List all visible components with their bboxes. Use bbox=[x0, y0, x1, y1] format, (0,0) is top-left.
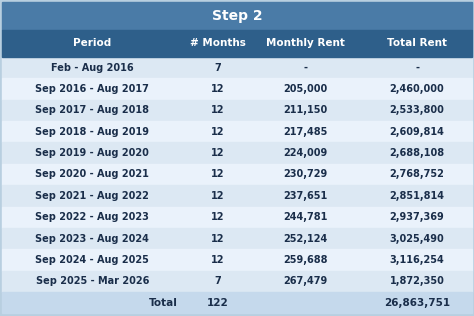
Bar bbox=[2, 121, 472, 143]
Text: Monthly Rent: Monthly Rent bbox=[266, 39, 345, 48]
Text: Sep 2021 - Aug 2022: Sep 2021 - Aug 2022 bbox=[36, 191, 149, 201]
Text: 122: 122 bbox=[207, 298, 229, 308]
Bar bbox=[2, 185, 472, 207]
Text: -: - bbox=[415, 63, 419, 73]
Text: Sep 2022 - Aug 2023: Sep 2022 - Aug 2023 bbox=[36, 212, 149, 222]
Text: 3,116,254: 3,116,254 bbox=[390, 255, 445, 265]
Text: 7: 7 bbox=[215, 276, 221, 286]
Text: Step 2: Step 2 bbox=[212, 9, 262, 23]
Text: 217,485: 217,485 bbox=[283, 127, 328, 137]
Text: Sep 2025 - Mar 2026: Sep 2025 - Mar 2026 bbox=[36, 276, 149, 286]
Text: 12: 12 bbox=[211, 234, 225, 244]
Text: Sep 2024 - Aug 2025: Sep 2024 - Aug 2025 bbox=[36, 255, 149, 265]
Bar bbox=[2, 271, 472, 292]
Text: 237,651: 237,651 bbox=[283, 191, 328, 201]
Text: 7: 7 bbox=[215, 63, 221, 73]
Text: 224,009: 224,009 bbox=[283, 148, 328, 158]
Text: 252,124: 252,124 bbox=[283, 234, 328, 244]
Text: 26,863,751: 26,863,751 bbox=[384, 298, 450, 308]
Text: 12: 12 bbox=[211, 169, 225, 179]
Text: 2,460,000: 2,460,000 bbox=[390, 84, 445, 94]
Bar bbox=[2, 143, 472, 164]
Text: 2,937,369: 2,937,369 bbox=[390, 212, 445, 222]
Text: 1,872,350: 1,872,350 bbox=[390, 276, 445, 286]
Bar bbox=[2, 30, 472, 57]
Text: 12: 12 bbox=[211, 148, 225, 158]
Text: 211,150: 211,150 bbox=[283, 105, 328, 115]
Bar bbox=[2, 78, 472, 100]
Text: 12: 12 bbox=[211, 105, 225, 115]
Text: # Months: # Months bbox=[190, 39, 246, 48]
Text: 267,479: 267,479 bbox=[283, 276, 328, 286]
Text: Sep 2020 - Aug 2021: Sep 2020 - Aug 2021 bbox=[36, 169, 149, 179]
Text: 205,000: 205,000 bbox=[283, 84, 328, 94]
Text: Sep 2017 - Aug 2018: Sep 2017 - Aug 2018 bbox=[36, 105, 149, 115]
Text: Sep 2019 - Aug 2020: Sep 2019 - Aug 2020 bbox=[36, 148, 149, 158]
Bar bbox=[2, 57, 472, 78]
Text: Sep 2016 - Aug 2017: Sep 2016 - Aug 2017 bbox=[36, 84, 149, 94]
Bar bbox=[2, 207, 472, 228]
Text: 12: 12 bbox=[211, 191, 225, 201]
Text: Total: Total bbox=[149, 298, 178, 308]
Text: -: - bbox=[304, 63, 308, 73]
Text: 230,729: 230,729 bbox=[283, 169, 328, 179]
Text: 3,025,490: 3,025,490 bbox=[390, 234, 445, 244]
Bar bbox=[2, 228, 472, 249]
Bar bbox=[2, 2, 472, 30]
Text: 2,851,814: 2,851,814 bbox=[390, 191, 445, 201]
Bar bbox=[2, 164, 472, 185]
Text: Feb - Aug 2016: Feb - Aug 2016 bbox=[51, 63, 134, 73]
Bar bbox=[2, 100, 472, 121]
Text: Total Rent: Total Rent bbox=[387, 39, 447, 48]
Text: Sep 2023 - Aug 2024: Sep 2023 - Aug 2024 bbox=[36, 234, 149, 244]
Text: 2,688,108: 2,688,108 bbox=[390, 148, 445, 158]
Text: 2,533,800: 2,533,800 bbox=[390, 105, 445, 115]
Text: Sep 2018 - Aug 2019: Sep 2018 - Aug 2019 bbox=[36, 127, 149, 137]
Text: 259,688: 259,688 bbox=[283, 255, 328, 265]
Text: 12: 12 bbox=[211, 84, 225, 94]
Text: 244,781: 244,781 bbox=[283, 212, 328, 222]
Text: 12: 12 bbox=[211, 127, 225, 137]
Text: Period: Period bbox=[73, 39, 111, 48]
Text: 2,609,814: 2,609,814 bbox=[390, 127, 445, 137]
Text: 12: 12 bbox=[211, 255, 225, 265]
Text: 12: 12 bbox=[211, 212, 225, 222]
Bar bbox=[2, 249, 472, 271]
Text: 2,768,752: 2,768,752 bbox=[390, 169, 445, 179]
Bar bbox=[2, 292, 472, 313]
